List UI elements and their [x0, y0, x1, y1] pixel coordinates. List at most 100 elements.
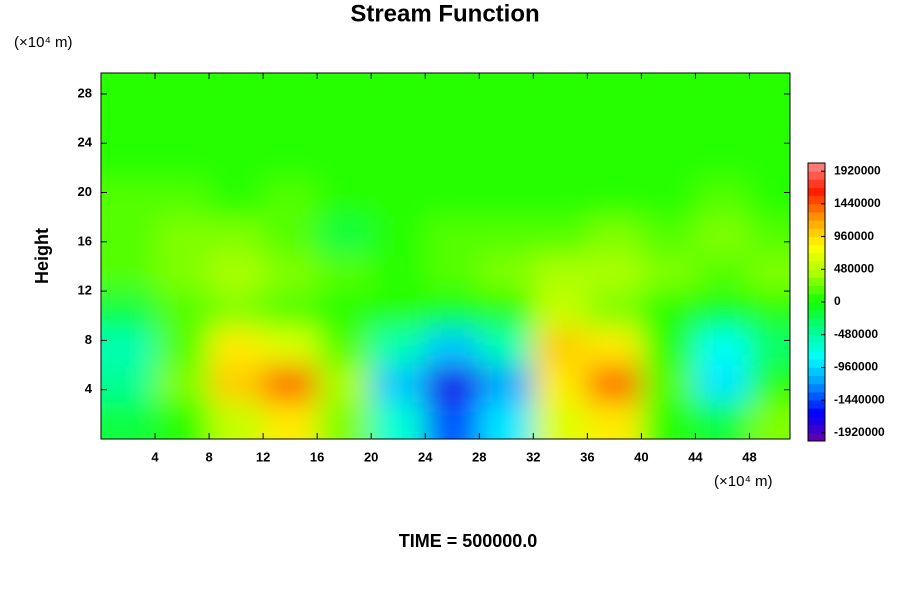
contour-cell — [101, 73, 156, 107]
colorbar-swatch — [808, 408, 825, 417]
contour-cell — [695, 402, 750, 439]
colorbar-swatch — [808, 261, 825, 270]
y-axis-label: Height — [32, 228, 52, 284]
contour-cell — [587, 365, 642, 403]
contour-cell — [533, 106, 588, 144]
contour-cell — [317, 291, 372, 329]
contour-cell — [371, 143, 426, 181]
contour-cell — [749, 254, 790, 292]
contour-cell — [479, 402, 534, 439]
colorbar-swatch — [808, 375, 825, 385]
contour-cell — [263, 291, 318, 329]
contour-cell — [533, 254, 588, 292]
contour-cell — [317, 365, 372, 403]
contour-cell — [533, 180, 588, 218]
contour-cell — [263, 402, 318, 439]
contour-cell — [263, 180, 318, 218]
contour-cell — [101, 180, 156, 218]
contour-cell — [479, 106, 534, 144]
colorbar-swatch — [808, 351, 825, 360]
contour-cell — [155, 180, 210, 218]
colorbar-swatch — [808, 334, 825, 344]
colorbar-swatch — [808, 416, 825, 426]
contour-cell — [155, 402, 210, 439]
contour-cell — [425, 254, 480, 292]
x-tick-label: 32 — [526, 449, 540, 464]
contour-cell — [263, 106, 318, 144]
cells — [101, 73, 790, 439]
contour-cell — [749, 402, 790, 439]
contour-cell — [533, 365, 588, 403]
contour-cell — [209, 328, 264, 366]
field — [101, 73, 790, 439]
contour-cell — [695, 217, 750, 255]
x-tick-label: 36 — [580, 449, 594, 464]
y-tick-label: 4 — [85, 381, 93, 396]
contour-cell — [641, 328, 696, 366]
x-tick-label: 12 — [256, 449, 270, 464]
colorbar-swatch — [808, 171, 825, 180]
colorbar-swatch — [808, 277, 825, 287]
contour-cell — [209, 106, 264, 144]
contour-cell — [263, 365, 318, 403]
contour-cell — [749, 73, 790, 107]
contour-cell — [479, 180, 534, 218]
contour-cell — [587, 73, 642, 107]
contour-cell — [587, 143, 642, 181]
colorbar-swatch — [808, 228, 825, 237]
contour-cell — [371, 291, 426, 329]
contour-cell — [209, 73, 264, 107]
y-tick-label: 16 — [78, 233, 92, 248]
contour-cell — [209, 217, 264, 255]
contour-cell — [317, 106, 372, 144]
axes: 4 8 12 16 20 24 28 32 36 40 44 48481216202428192000… — [78, 72, 885, 464]
plot-frame — [100, 72, 791, 440]
contour-cell — [209, 143, 264, 181]
contour-cell — [533, 217, 588, 255]
colorbar-swatch — [808, 236, 825, 246]
contour-cell — [317, 254, 372, 292]
contour-cell — [263, 217, 318, 255]
y-tick-label: 8 — [85, 332, 92, 347]
contour-cell — [695, 180, 750, 218]
colorbar-tick-label: -960000 — [834, 360, 878, 374]
contour-cell — [371, 328, 426, 366]
colorbar-swatch — [808, 310, 825, 319]
colorbar-tick-label: 1440000 — [834, 196, 881, 210]
contour-cell — [695, 291, 750, 329]
x-tick-label: 8 — [205, 449, 212, 464]
y-unit-label: (×10⁴ m) — [14, 34, 73, 51]
contour-cell — [641, 365, 696, 403]
colorbar-tick-label: 480000 — [834, 261, 874, 275]
contour-cell — [479, 143, 534, 181]
contour-cell — [587, 180, 642, 218]
contour-cell — [371, 180, 426, 218]
x-tick-label: 48 — [742, 449, 756, 464]
contour-cell — [533, 328, 588, 366]
colorbar-swatch — [808, 269, 825, 278]
contour-cell — [479, 217, 534, 255]
contour-cell — [101, 143, 156, 181]
contour-cell — [155, 143, 210, 181]
contour-cell — [425, 217, 480, 255]
contour-cell — [749, 180, 790, 218]
contour-cell — [155, 291, 210, 329]
footer: TIME = 500000.0 — [399, 531, 538, 551]
contour-cell — [533, 291, 588, 329]
colorbar-swatch — [808, 220, 825, 229]
contour-cell — [101, 106, 156, 144]
contour-cell — [749, 328, 790, 366]
contour-cell — [371, 402, 426, 439]
contour-cell — [479, 73, 534, 107]
contour-cell — [371, 365, 426, 403]
x-tick-label: 44 — [688, 449, 703, 464]
colorbar-swatch — [808, 163, 825, 172]
contour-cell — [155, 328, 210, 366]
contour-cell — [317, 73, 372, 107]
contour-cell — [425, 106, 480, 144]
y-tick-label: 24 — [78, 135, 93, 150]
y-tick-label: 12 — [78, 283, 92, 298]
contour-cell — [425, 402, 480, 439]
colorbar-swatch — [808, 383, 825, 393]
contour-cell — [749, 106, 790, 144]
